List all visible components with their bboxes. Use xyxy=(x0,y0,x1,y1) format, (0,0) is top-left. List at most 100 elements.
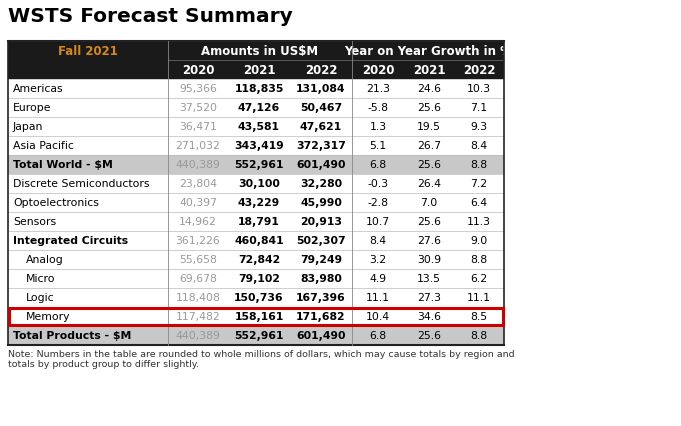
Text: 34.6: 34.6 xyxy=(417,312,441,322)
Text: 26.4: 26.4 xyxy=(417,179,441,189)
Text: 30,100: 30,100 xyxy=(238,179,280,189)
Bar xyxy=(8,231,504,250)
Text: 2020: 2020 xyxy=(362,64,394,77)
Text: 24.6: 24.6 xyxy=(417,84,441,94)
Text: 13.5: 13.5 xyxy=(417,274,441,284)
Text: 32,280: 32,280 xyxy=(300,179,342,189)
Text: 45,990: 45,990 xyxy=(300,198,342,208)
Text: 79,249: 79,249 xyxy=(300,255,342,265)
Text: Amounts in US$M: Amounts in US$M xyxy=(202,45,319,58)
Bar xyxy=(8,326,504,345)
Bar xyxy=(8,213,504,231)
Text: Total Products - $M: Total Products - $M xyxy=(13,331,131,341)
Text: 131,084: 131,084 xyxy=(296,84,346,94)
Text: 4.9: 4.9 xyxy=(369,274,387,284)
Text: Optoelectronics: Optoelectronics xyxy=(13,198,99,208)
Text: 460,841: 460,841 xyxy=(234,236,284,246)
Text: 79,102: 79,102 xyxy=(238,274,280,284)
Text: 14,962: 14,962 xyxy=(179,217,217,227)
Text: 8.8: 8.8 xyxy=(471,331,488,341)
Text: 55,658: 55,658 xyxy=(179,255,217,265)
Bar xyxy=(8,155,504,175)
Text: 95,366: 95,366 xyxy=(179,84,217,94)
Text: 6.8: 6.8 xyxy=(369,331,387,341)
Text: 25.6: 25.6 xyxy=(417,103,441,113)
Text: 8.4: 8.4 xyxy=(471,141,488,151)
Bar xyxy=(8,99,504,118)
Text: 9.3: 9.3 xyxy=(471,122,488,132)
Text: 2021: 2021 xyxy=(413,64,445,77)
Text: 21.3: 21.3 xyxy=(366,84,390,94)
Text: Note: Numbers in the table are rounded to whole millions of dollars, which may c: Note: Numbers in the table are rounded t… xyxy=(8,349,515,368)
Text: Sensors: Sensors xyxy=(13,217,56,227)
Text: 37,520: 37,520 xyxy=(179,103,217,113)
Text: 6.4: 6.4 xyxy=(471,198,488,208)
Text: 43,229: 43,229 xyxy=(238,198,280,208)
Text: 25.6: 25.6 xyxy=(417,160,441,170)
Text: 27.3: 27.3 xyxy=(417,293,441,303)
Text: 20,913: 20,913 xyxy=(300,217,342,227)
Text: 11.1: 11.1 xyxy=(467,293,491,303)
Text: 2022: 2022 xyxy=(463,64,495,77)
Text: Europe: Europe xyxy=(13,103,52,113)
Text: 47,126: 47,126 xyxy=(238,103,280,113)
Text: Fall 2021: Fall 2021 xyxy=(58,45,118,58)
Text: Logic: Logic xyxy=(26,293,54,303)
Text: 158,161: 158,161 xyxy=(234,312,284,322)
Text: 2022: 2022 xyxy=(305,64,337,77)
Text: 26.7: 26.7 xyxy=(417,141,441,151)
Text: 2020: 2020 xyxy=(182,64,215,77)
Text: 601,490: 601,490 xyxy=(296,331,346,341)
Text: 7.1: 7.1 xyxy=(471,103,488,113)
Text: 1.3: 1.3 xyxy=(369,122,387,132)
Text: Asia Pacific: Asia Pacific xyxy=(13,141,74,151)
Text: 7.0: 7.0 xyxy=(420,198,438,208)
Text: 10.7: 10.7 xyxy=(366,217,390,227)
Text: 343,419: 343,419 xyxy=(234,141,284,151)
Text: 83,980: 83,980 xyxy=(300,274,342,284)
Text: 118,408: 118,408 xyxy=(176,293,221,303)
Bar xyxy=(8,42,504,80)
Text: 552,961: 552,961 xyxy=(234,160,284,170)
Bar xyxy=(8,193,504,213)
Text: 8.4: 8.4 xyxy=(369,236,387,246)
Text: Micro: Micro xyxy=(26,274,55,284)
Text: -0.3: -0.3 xyxy=(368,179,389,189)
Bar xyxy=(8,80,504,99)
Text: Discrete Semiconductors: Discrete Semiconductors xyxy=(13,179,150,189)
Text: 18,791: 18,791 xyxy=(238,217,280,227)
Text: 43,581: 43,581 xyxy=(238,122,280,132)
Text: 6.2: 6.2 xyxy=(471,274,488,284)
Bar xyxy=(8,118,504,137)
Text: WSTS Forecast Summary: WSTS Forecast Summary xyxy=(8,7,293,26)
Text: -2.8: -2.8 xyxy=(368,198,388,208)
Bar xyxy=(8,307,504,326)
Text: 117,482: 117,482 xyxy=(176,312,221,322)
Text: 440,389: 440,389 xyxy=(176,331,221,341)
Text: 30.9: 30.9 xyxy=(417,255,441,265)
Bar xyxy=(8,288,504,307)
Text: 150,736: 150,736 xyxy=(234,293,284,303)
Bar xyxy=(8,269,504,288)
Text: 36,471: 36,471 xyxy=(179,122,217,132)
Text: 552,961: 552,961 xyxy=(234,331,284,341)
Text: Integrated Circuits: Integrated Circuits xyxy=(13,236,128,246)
Text: 50,467: 50,467 xyxy=(300,103,342,113)
Text: Americas: Americas xyxy=(13,84,63,94)
Text: -5.8: -5.8 xyxy=(368,103,388,113)
Text: 8.8: 8.8 xyxy=(471,160,488,170)
Bar xyxy=(9,308,503,325)
Text: 9.0: 9.0 xyxy=(471,236,488,246)
Text: 40,397: 40,397 xyxy=(179,198,217,208)
Text: 167,396: 167,396 xyxy=(296,293,346,303)
Text: 11.1: 11.1 xyxy=(366,293,390,303)
Text: 2021: 2021 xyxy=(242,64,275,77)
Text: Memory: Memory xyxy=(26,312,71,322)
Text: 440,389: 440,389 xyxy=(176,160,221,170)
Text: 361,226: 361,226 xyxy=(176,236,221,246)
Text: 47,621: 47,621 xyxy=(300,122,342,132)
Text: Total World - $M: Total World - $M xyxy=(13,160,113,170)
Text: 25.6: 25.6 xyxy=(417,331,441,341)
Text: 25.6: 25.6 xyxy=(417,217,441,227)
Text: 7.2: 7.2 xyxy=(471,179,488,189)
